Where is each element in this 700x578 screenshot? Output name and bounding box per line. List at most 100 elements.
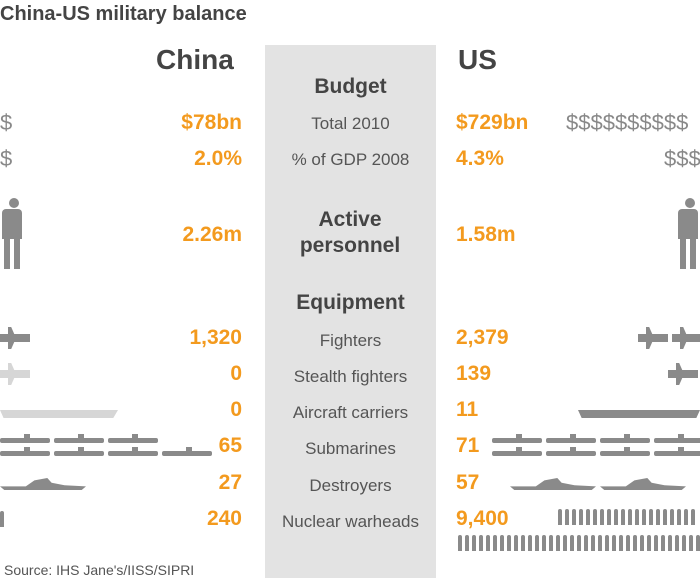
warhead-icon (689, 535, 693, 551)
warhead-icon (472, 535, 476, 551)
warhead-icon (600, 509, 604, 525)
warhead-icon (579, 509, 583, 525)
china-personnel-value: 2.26m (182, 223, 242, 246)
warhead-icon (619, 535, 623, 551)
warhead-icon (635, 509, 639, 525)
warhead-icons-us-row2 (458, 535, 700, 551)
warhead-icon (479, 535, 483, 551)
warhead-icon (486, 535, 490, 551)
center-panel (265, 45, 436, 578)
warhead-icon (605, 535, 609, 551)
section-equipment: Equipment (296, 291, 405, 314)
warhead-icon-china (0, 511, 4, 527)
warhead-icon (649, 509, 653, 525)
submarine-icons-us (492, 434, 700, 456)
warhead-icon (542, 535, 546, 551)
us-fighters-value: 2,379 (456, 326, 509, 349)
soldier-icon-us (678, 198, 698, 269)
us-submarines-value: 71 (456, 434, 480, 457)
warhead-icons-us-row1 (558, 509, 695, 525)
source-note: Source: IHS Jane's/IISS/SIPRI (4, 562, 195, 578)
label-aircraft-carriers: Aircraft carriers (292, 403, 409, 422)
us-carriers-value: 11 (456, 398, 479, 421)
warhead-icon (465, 535, 469, 551)
warhead-icon (656, 509, 660, 525)
section-active-personnel: Active personnel (299, 208, 401, 257)
china-carriers-value: 0 (230, 398, 242, 421)
warhead-icon (670, 509, 674, 525)
us-warheads-value: 9,400 (456, 507, 509, 530)
dollar-icon-china-gdp: $ (0, 146, 13, 171)
soldier-icon-china (2, 198, 22, 269)
warhead-icon (663, 509, 667, 525)
warhead-icon (493, 535, 497, 551)
warhead-icon (626, 535, 630, 551)
warhead-icon (570, 535, 574, 551)
us-budget-value: $729bn (456, 111, 529, 134)
warhead-icon (628, 509, 632, 525)
warhead-icon (696, 535, 700, 551)
warhead-icon (586, 509, 590, 525)
us-gdp-value: 4.3% (456, 147, 504, 170)
china-warheads-value: 240 (206, 507, 242, 530)
label-total-2010: Total 2010 (311, 114, 390, 133)
destroyer-icons-us (510, 478, 686, 490)
warhead-icon (654, 535, 658, 551)
fighter-icons-us (638, 334, 700, 342)
warhead-icon (572, 509, 576, 525)
china-stealth-value: 0 (230, 362, 242, 385)
warhead-icon (682, 535, 686, 551)
warhead-icon (577, 535, 581, 551)
warhead-icon (607, 509, 611, 525)
label-fighters: Fighters (319, 331, 382, 350)
warhead-icon (584, 535, 588, 551)
warhead-icon (614, 509, 618, 525)
fighter-icons-china (0, 334, 30, 342)
china-gdp-value: 2.0% (194, 147, 242, 170)
warhead-icon (684, 509, 688, 525)
warhead-icon (647, 535, 651, 551)
destroyer-icon-china (0, 478, 86, 490)
warhead-icon (640, 535, 644, 551)
us-personnel-value: 1.58m (456, 223, 516, 246)
warhead-icon (633, 535, 637, 551)
carrier-icon-us (578, 410, 700, 418)
warhead-icon (612, 535, 616, 551)
us-destroyers-value: 57 (456, 471, 480, 494)
china-budget-value: $78bn (181, 111, 242, 134)
submarine-icons-china (0, 434, 212, 456)
warhead-icon (521, 535, 525, 551)
chart-title: China-US military balance (0, 3, 247, 25)
warhead-icon (535, 535, 539, 551)
dollar-icon-china-total: $ (0, 110, 13, 135)
warhead-icon (591, 535, 595, 551)
warhead-icon (556, 535, 560, 551)
label-gdp-2008: % of GDP 2008 (291, 150, 410, 169)
warhead-icon (675, 535, 679, 551)
china-submarines-value: 65 (218, 434, 242, 457)
warhead-icon (514, 535, 518, 551)
warhead-icon (598, 535, 602, 551)
label-submarines: Submarines (305, 439, 396, 458)
warhead-icon (593, 509, 597, 525)
label-nuclear-warheads: Nuclear warheads (281, 512, 419, 531)
label-stealth-fighters: Stealth fighters (293, 367, 408, 386)
warhead-icon (458, 535, 462, 551)
stealth-fighter-icons-us (668, 370, 698, 378)
warhead-icon (691, 509, 695, 525)
stealth-fighter-icons-china (0, 370, 30, 378)
china-destroyers-value: 27 (218, 471, 242, 494)
warhead-icon (549, 535, 553, 551)
warhead-icon (507, 535, 511, 551)
warhead-icon (565, 509, 569, 525)
dollar-icon-us-total: $$$$$$$$$$ (566, 110, 689, 135)
warhead-icon (668, 535, 672, 551)
warhead-icon (563, 535, 567, 551)
warhead-icon (677, 509, 681, 525)
warhead-icon (558, 509, 562, 525)
carrier-icon-china (0, 410, 118, 418)
warhead-icon (642, 509, 646, 525)
label-destroyers: Destroyers (309, 476, 392, 495)
us-stealth-value: 139 (456, 362, 492, 385)
section-budget: Budget (314, 75, 387, 98)
